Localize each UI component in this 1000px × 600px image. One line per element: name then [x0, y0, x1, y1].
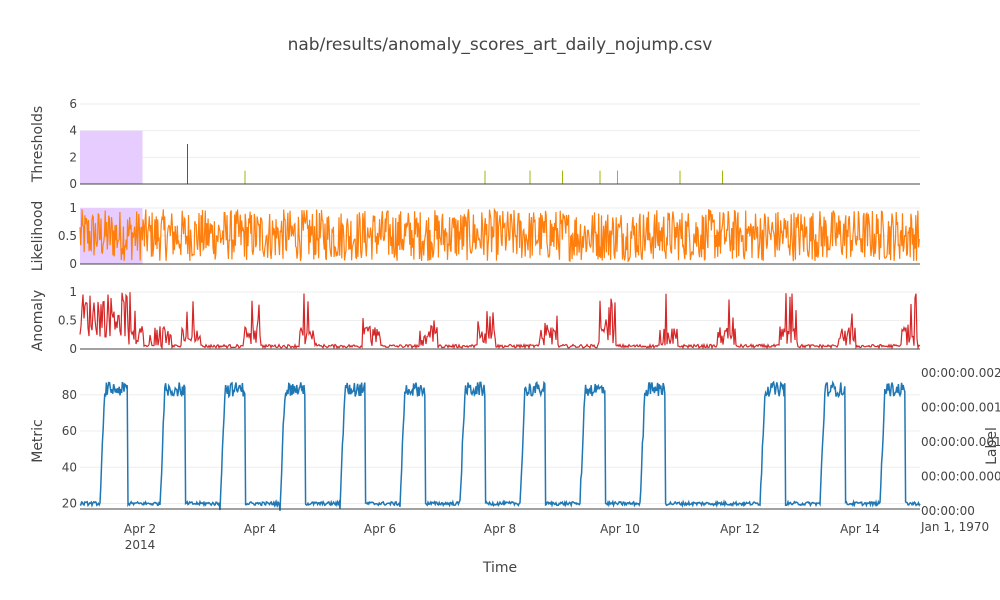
x-tick-label: Apr 10 [600, 522, 640, 536]
y-tick-label: 80 [62, 388, 77, 402]
y-tick-label: 2 [69, 150, 77, 164]
x-axis-title: Time [482, 560, 517, 576]
subplot-likelihood: 0 0.5 1 Likelihood [30, 201, 920, 272]
chart-title: nab/results/anomaly_scores_art_daily_noj… [288, 35, 713, 55]
right-tick-label: 00:00:00.0005 [921, 470, 1000, 484]
x-tick-label: Apr 2 [124, 522, 156, 536]
metric-series [79, 380, 921, 511]
right-axis-date-label: Jan 1, 1970 [920, 520, 989, 534]
y-tick-label: 0.5 [58, 314, 77, 328]
subplot-thresholds: 0 2 4 6 Thresholds [30, 97, 920, 191]
x-tick-label: Apr 12 [720, 522, 760, 536]
y-tick-label: 6 [69, 97, 77, 111]
y-tick-label: 40 [62, 460, 77, 474]
likelihood-series [79, 207, 920, 263]
x-tick-label: Apr 6 [364, 522, 396, 536]
x-tick-year: 2014 [125, 538, 156, 552]
x-tick-label: Apr 14 [840, 522, 880, 536]
anomaly-series [79, 292, 921, 351]
x-tick-label: Apr 4 [244, 522, 276, 536]
y-tick-label: 0 [69, 177, 77, 191]
right-axis-title: Label [984, 427, 1000, 465]
y-tick-label: 1 [69, 285, 77, 299]
right-tick-label: 00:00:00.0015 [921, 401, 1000, 415]
y-tick-label: 0.5 [58, 229, 77, 243]
y-tick-label: 20 [62, 497, 77, 511]
y-axis-title: Anomaly [30, 290, 46, 351]
y-axis-title: Likelihood [30, 201, 46, 272]
right-tick-label: 00:00:00.001 [921, 435, 1000, 449]
subplot-anomaly: 0 0.5 1 Anomaly [30, 285, 921, 356]
y-tick-label: 0 [69, 257, 77, 271]
right-tick-label: 00:00:00.002 [921, 366, 1000, 380]
probation-band [80, 130, 143, 184]
right-tick-label: 00:00:00 [921, 504, 975, 518]
y-axis-title: Metric [30, 419, 46, 463]
subplot-metric: 20 40 60 80 Metric [30, 380, 921, 511]
y-tick-label: 60 [62, 424, 77, 438]
y-tick-label: 1 [69, 201, 77, 215]
y-tick-label: 4 [69, 124, 77, 138]
y-tick-label: 0 [69, 342, 77, 356]
y-axis-title: Thresholds [30, 106, 46, 183]
right-axis: 00:00:00 00:00:00.0005 00:00:00.001 00:00:0… [920, 366, 1000, 534]
x-tick-label: Apr 8 [484, 522, 516, 536]
